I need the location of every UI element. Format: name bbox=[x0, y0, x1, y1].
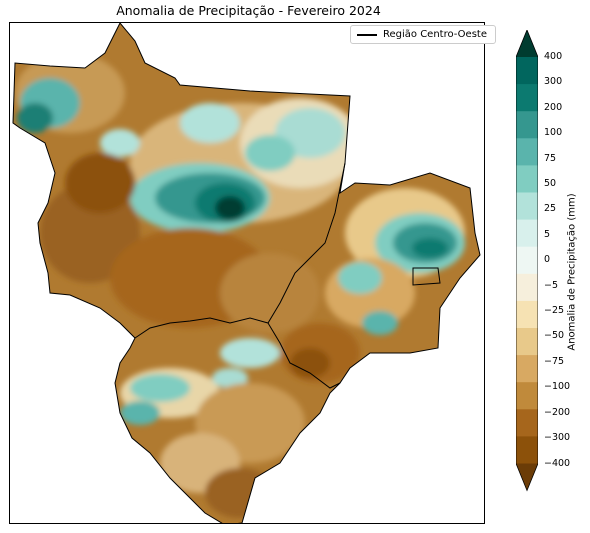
colorbar-tick-label: 0 bbox=[544, 254, 551, 266]
colorbar-tick-label: 300 bbox=[544, 76, 563, 88]
colorbar-tick-label: 100 bbox=[544, 127, 563, 139]
boundary-line-swatch bbox=[357, 33, 377, 36]
colorbar-segment bbox=[516, 328, 538, 356]
colorbar-segment bbox=[516, 192, 538, 221]
colorbar-tick-label: −5 bbox=[544, 279, 559, 291]
colorbar-segment bbox=[516, 138, 538, 166]
colorbar-tick-label: 200 bbox=[544, 101, 563, 113]
legend-label: Região Centro-Oeste bbox=[383, 29, 487, 40]
map-legend: Região Centro-Oeste bbox=[350, 25, 496, 44]
colorbar-title: Anomalia de Precipitação (mm) bbox=[566, 193, 578, 351]
colorbar-bottom-tip bbox=[516, 463, 538, 491]
colorbar-tick-label: 5 bbox=[544, 228, 551, 240]
colorbar-segment bbox=[516, 382, 538, 410]
map-title: Anomalia de Precipitação - Fevereiro 202… bbox=[116, 3, 381, 18]
colorbar-segment bbox=[516, 246, 538, 275]
colorbar-tick-label: 400 bbox=[544, 51, 563, 62]
colorbar-segment bbox=[516, 111, 538, 139]
colorbar-segment bbox=[516, 165, 538, 193]
colorbar-segment bbox=[516, 409, 538, 437]
colorbar-tick-label: −300 bbox=[544, 432, 571, 444]
colorbar-tick-label: −100 bbox=[544, 381, 571, 393]
colorbar-tick-label: −50 bbox=[544, 330, 565, 342]
precipitation-map bbox=[12, 23, 481, 523]
colorbar-segment bbox=[516, 219, 538, 248]
colorbar-tick-label: 25 bbox=[544, 203, 557, 215]
anomaly-field bbox=[13, 23, 480, 523]
colorbar-segment bbox=[516, 57, 538, 85]
colorbar bbox=[516, 30, 538, 492]
state-boundaries bbox=[12, 23, 481, 523]
colorbar-tick-label: −400 bbox=[544, 457, 571, 469]
colorbar-segment bbox=[516, 436, 538, 464]
map-area[interactable] bbox=[9, 22, 485, 524]
colorbar-top-tip bbox=[516, 30, 538, 57]
colorbar-tick-label: −75 bbox=[544, 355, 565, 367]
colorbar-segment bbox=[516, 355, 538, 383]
colorbar-tick-label: −25 bbox=[544, 305, 565, 317]
colorbar-tick-label: 50 bbox=[544, 178, 557, 190]
colorbar-segment bbox=[516, 273, 538, 302]
colorbar-segment bbox=[516, 84, 538, 112]
colorbar-segment bbox=[516, 300, 538, 329]
colorbar-tick-label: −200 bbox=[544, 406, 571, 418]
colorbar-tick-label: 75 bbox=[544, 152, 557, 164]
